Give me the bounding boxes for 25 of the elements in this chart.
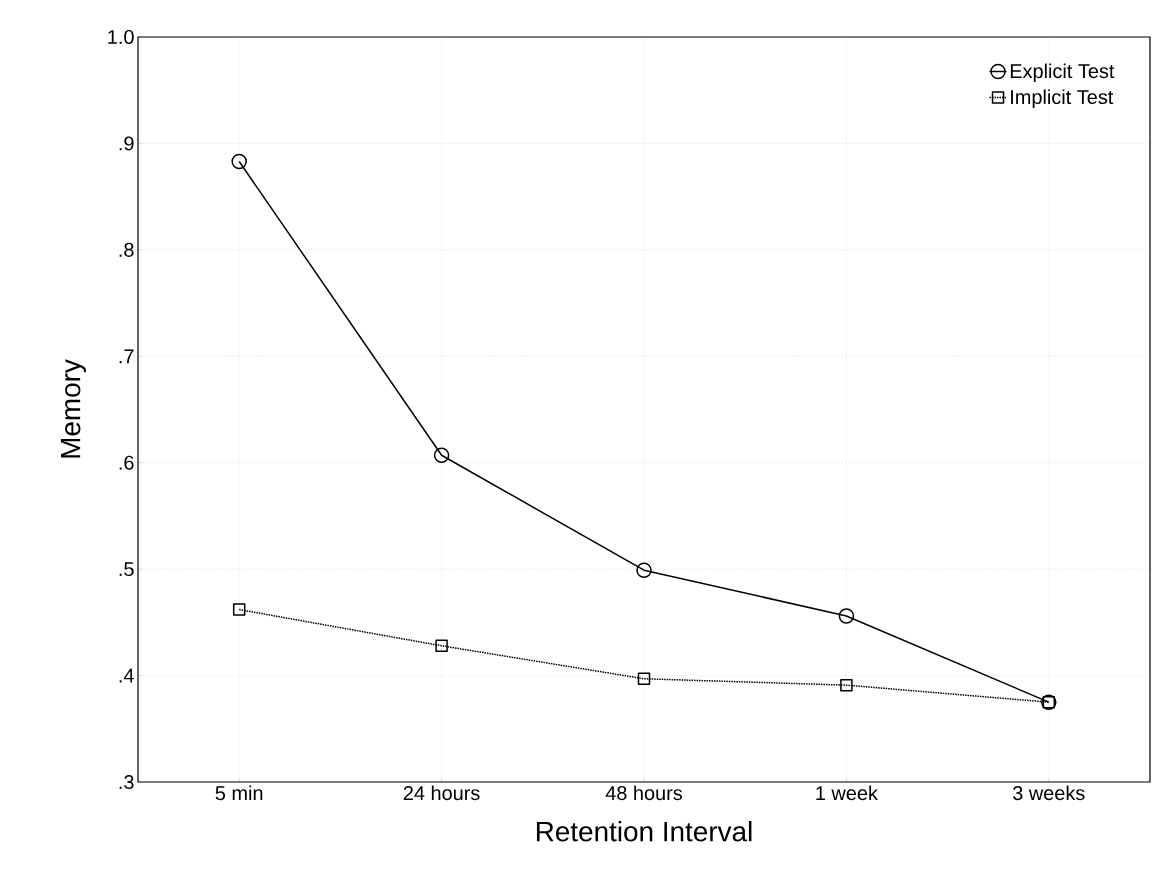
y-tick-label: .5: [119, 562, 134, 577]
y-tick-label: .8: [119, 242, 134, 257]
point: [435, 639, 448, 653]
x-axis-title: Retention Interval: [536, 821, 752, 842]
point: [636, 562, 652, 578]
y-tick-label: .4: [119, 668, 134, 683]
point: [231, 153, 247, 170]
point: [232, 603, 246, 616]
point: [838, 608, 855, 624]
x-tick-label: 24 hours: [403, 785, 480, 801]
y-tick-label: .3: [119, 774, 134, 790]
point: [637, 672, 651, 686]
y-axis-title: Memory: [60, 359, 86, 458]
legend-label: Implicit Test: [1011, 89, 1114, 109]
y-tick-label: .9: [119, 136, 134, 151]
x-tick-label: 5 min: [215, 785, 263, 801]
x-tick-label: 3 weeks: [1013, 785, 1085, 801]
y-tick-label: .7: [119, 349, 134, 364]
x-tick-label: 48 hours: [605, 785, 683, 801]
y-tick-label: 1.0: [108, 29, 134, 45]
point: [433, 447, 450, 464]
point: [840, 678, 853, 692]
legend-label: Explicit Test: [1010, 63, 1115, 83]
x-tick-label: 1 week: [816, 785, 878, 801]
y-tick-label: .6: [119, 455, 134, 470]
